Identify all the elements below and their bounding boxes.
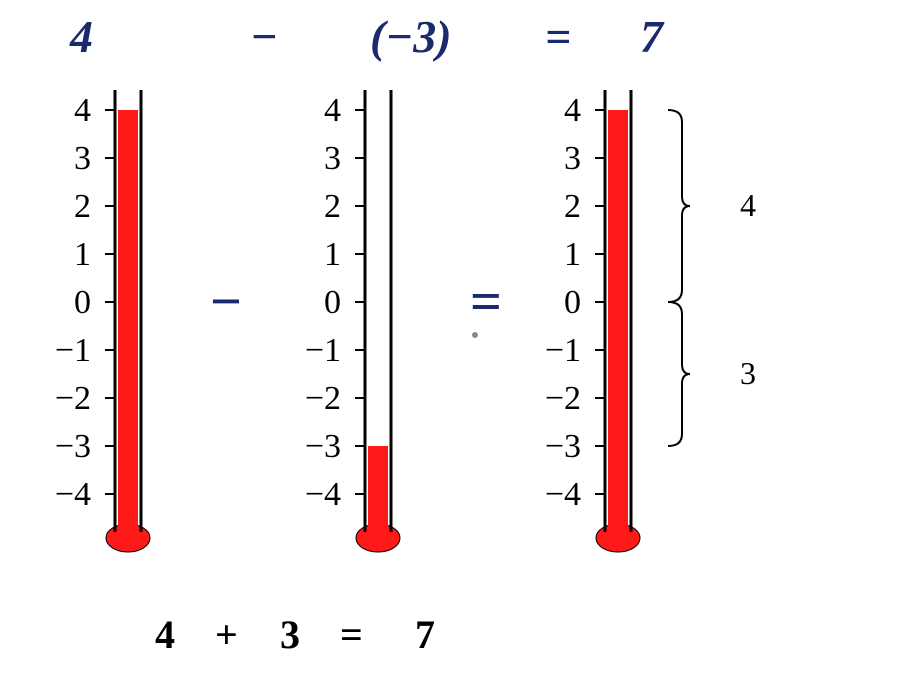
scale-label: −3: [55, 428, 91, 465]
mercury-column: [368, 446, 388, 538]
scale-label: −2: [305, 380, 341, 417]
scale-label: −4: [545, 476, 581, 513]
scale-label: 4: [564, 92, 581, 129]
scale-label: −4: [305, 476, 341, 513]
equation-bottom-part: +: [215, 612, 238, 657]
equation-bottom-part: 7: [415, 612, 435, 657]
scale-label: −2: [545, 380, 581, 417]
scale-label: 2: [564, 188, 581, 225]
equation-top-part: (−3): [370, 11, 452, 62]
scale-label: 1: [324, 236, 341, 273]
scale-label: 3: [74, 140, 91, 177]
thermometer-t3: 4 3 2 1 0 −1 −2 −3 −4: [545, 90, 640, 552]
equation-bottom: 4 +3 = 7: [155, 612, 435, 657]
scale-label: 4: [324, 92, 341, 129]
scale-label: −3: [545, 428, 581, 465]
equation-top-part: =: [545, 11, 571, 62]
scale-label: −1: [55, 332, 91, 369]
equation-bottom-part: =: [340, 612, 363, 657]
thermometer-t1: 4 3 2 1 0 −1 −2 −3 −4: [55, 90, 150, 552]
brace-label: 4: [740, 187, 756, 223]
scale-label: 0: [564, 284, 581, 321]
scale-label: −1: [545, 332, 581, 369]
scale-label: −1: [305, 332, 341, 369]
equation-top-part: 7: [640, 11, 665, 62]
scale-label: 0: [74, 284, 91, 321]
mercury-column: [608, 110, 628, 538]
mid-minus-operator: −: [210, 271, 242, 333]
mercury-column: [118, 110, 138, 538]
scale-label: −2: [55, 380, 91, 417]
scale-label: 1: [74, 236, 91, 273]
brace: [668, 110, 690, 302]
scale-label: 2: [324, 188, 341, 225]
thermometer-t2: 4 3 2 1 0 −1 −2 −3 −4: [305, 90, 400, 552]
dot-mark: [472, 332, 478, 338]
scale-label: 4: [74, 92, 91, 129]
equation-top: 4 − (−3) = 7: [69, 11, 665, 62]
scale-label: 0: [324, 284, 341, 321]
brace: [668, 302, 690, 446]
equation-top-part: −: [250, 11, 278, 62]
scale-label: 3: [324, 140, 341, 177]
scale-label: −4: [55, 476, 91, 513]
equation-top-part: 4: [69, 11, 93, 62]
scale-label: 3: [564, 140, 581, 177]
equation-bottom-part: 4: [155, 612, 175, 657]
scale-label: −3: [305, 428, 341, 465]
scale-label: 2: [74, 188, 91, 225]
scale-label: 1: [564, 236, 581, 273]
brace-label: 3: [740, 355, 756, 391]
equation-bottom-part: 3: [280, 612, 300, 657]
mid-equals-operator: =: [470, 271, 502, 333]
